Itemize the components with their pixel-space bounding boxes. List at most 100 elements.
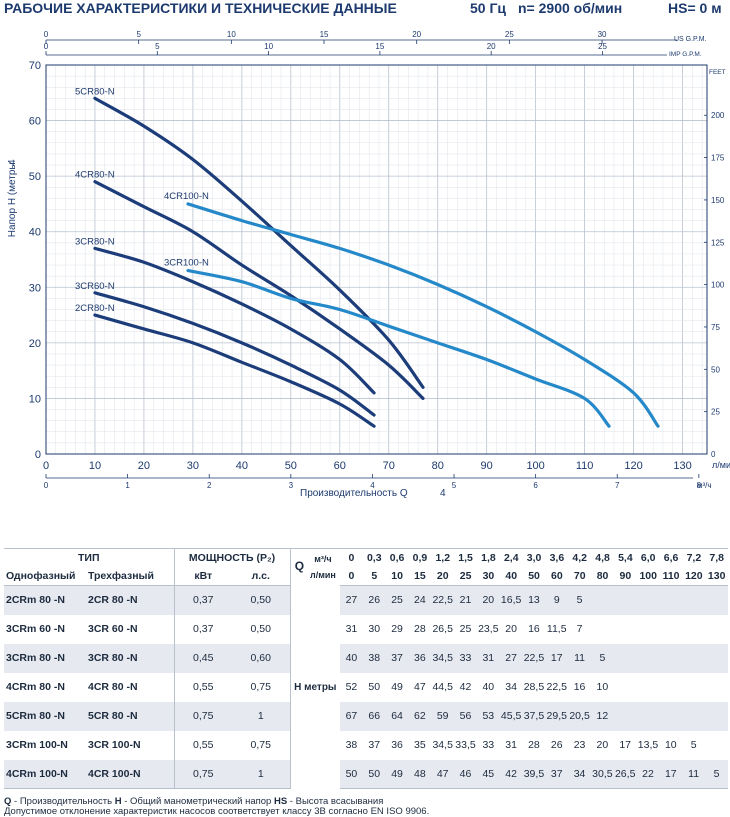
m3h-tick-label: 7 [615, 481, 620, 490]
us-gpm-tick-label: 15 [320, 30, 329, 39]
lmin-value: 50 [528, 570, 540, 582]
table-row: 2CRm 80 -N 2CR 80 -N 0,37 0,50 H метры 27 26 25… [4, 585, 728, 789]
table-row: 3CRm 100-N 3CR 100-N 0,55 0,75 38 37 36 35 34,5 3… [4, 730, 728, 760]
head-value: 24 [408, 585, 432, 615]
head-value [636, 701, 660, 731]
head-value [636, 585, 660, 615]
head-value: 23,5 [478, 623, 499, 635]
m3h-value: 0,9 [412, 552, 428, 564]
head-value [682, 701, 706, 731]
head-value: 62 [408, 701, 432, 731]
power-hp: 0,75 [250, 739, 271, 751]
head-value: 22,5 [522, 643, 546, 673]
head-value: 31 [345, 623, 358, 635]
power-hp: 0,50 [250, 623, 271, 635]
head-value: 67 [340, 701, 363, 731]
head-value [613, 701, 637, 731]
footnote-q-text: - Производительность [11, 796, 115, 807]
head-value [636, 643, 660, 673]
head-value: 40 [482, 681, 495, 693]
table-row: 3CRm 60 -N 3CR 60 -N 0,37 0,50 31 30 29 28 26,5 2… [4, 614, 728, 644]
power-hp: 0,60 [232, 643, 291, 673]
curve-label-2cr80-n: 2CR80-N [75, 303, 115, 314]
us-gpm-tick-label: 0 [44, 30, 49, 39]
head-value: 30 [368, 623, 381, 635]
x-tick-label: 20 [138, 460, 150, 472]
m3h-value: 2,4 [503, 552, 519, 564]
x-tick-label: 90 [481, 460, 493, 472]
head-value [614, 673, 637, 702]
footnote-q: Q [4, 796, 12, 807]
m3h-value: 3,6 [549, 552, 565, 564]
three-phase-model: 3CR 80 -N [88, 643, 175, 673]
q-unit-cell: Q м³/ч л/мин [289, 548, 341, 586]
m3h-unit: м³/ч [314, 554, 332, 565]
lmin-value: 20 [436, 570, 449, 582]
head-value: 10 [596, 681, 609, 693]
m3h-value: 1,8 [481, 552, 496, 564]
feet-tick-label: 0 [711, 450, 716, 459]
three-phase-model: 3CR 100-N [88, 739, 141, 751]
x-tick-label: 0 [43, 460, 49, 472]
lmin-value: 5 [371, 570, 378, 582]
head-value: 16,5 [499, 585, 523, 615]
us-gpm-tick-label: 5 [136, 30, 141, 39]
table-row: 4CRm 100-N 4CR 100-N 0,75 1 50 50 49 48 47 46 45 42… [4, 759, 728, 789]
m3h-tick-label: 2 [207, 481, 212, 490]
head-value: 10 [664, 739, 677, 751]
head-value [591, 615, 614, 644]
lmin-value: 130 [707, 570, 726, 582]
power-kw: 0,75 [173, 701, 233, 731]
head-value: 12 [590, 701, 614, 731]
footnote-legend: Q - Производительность H - Общий маномет… [4, 796, 383, 807]
lmin-value: 80 [596, 570, 609, 582]
head-value: 28,5 [523, 681, 545, 693]
y-tick-label: 50 [29, 171, 41, 183]
head-value: 42 [459, 681, 472, 693]
head-value [637, 615, 660, 644]
y-axis-title: Напор Н (метры [7, 162, 18, 237]
x-tick-label: 40 [236, 460, 248, 472]
m3h-value: 1,5 [458, 552, 473, 564]
lmin-value: 10 [391, 570, 403, 582]
x-tick-label: 30 [187, 460, 199, 472]
feet-unit-label: FEET [709, 69, 726, 76]
imp-gpm-tick-label: 15 [375, 42, 384, 51]
m3h-tick-label: 6 [533, 481, 538, 490]
head-value: 35 [414, 739, 426, 751]
curve-label-3cr100-n: 3CR100-N [164, 258, 209, 269]
head-value: 56 [454, 701, 477, 731]
x-tick-label: 130 [673, 460, 691, 472]
power-hp: 1 [232, 759, 291, 789]
x-tick-label: 120 [624, 460, 642, 472]
head-value: 22,5 [546, 681, 567, 693]
head-value [590, 585, 614, 615]
head-value: 22,5 [431, 585, 455, 615]
power-kw: 0,55 [173, 672, 233, 702]
m3h-tick-label: 8 [697, 481, 702, 490]
head-value: 48 [408, 759, 432, 789]
m3h-value: 4,8 [595, 552, 610, 564]
lmin-header-row: 0 5 10 15 20 25 30 40 50 60 70 80 90 100 110 120 130 [340, 567, 728, 586]
head-value: 40 [340, 643, 363, 673]
power-hp: 0,50 [232, 585, 291, 615]
head-value [705, 585, 728, 615]
lmin-value: 25 [459, 570, 472, 582]
head-value: 37 [368, 739, 381, 751]
head-value: 27 [499, 643, 523, 673]
single-phase-model: 3CRm 100-N [6, 739, 68, 751]
head-value: 20,5 [568, 701, 591, 731]
lmin-value: 70 [573, 570, 586, 582]
head-value [659, 701, 683, 731]
head-value [659, 615, 682, 644]
lmin-value: 120 [685, 570, 703, 582]
head-value: 30,5 [590, 759, 614, 789]
x-tick-label: 60 [334, 460, 346, 472]
head-value: 37 [545, 759, 569, 789]
head-value: 38 [362, 643, 386, 673]
x-tick-label: 70 [383, 460, 395, 472]
plot-border [45, 64, 708, 455]
table-row: 4CRm 80 -N 4CR 80 -N 0,55 0,75 52 50 49 47 44,5 4… [4, 672, 728, 702]
head-value [705, 701, 728, 731]
head-value: 33 [482, 739, 495, 751]
